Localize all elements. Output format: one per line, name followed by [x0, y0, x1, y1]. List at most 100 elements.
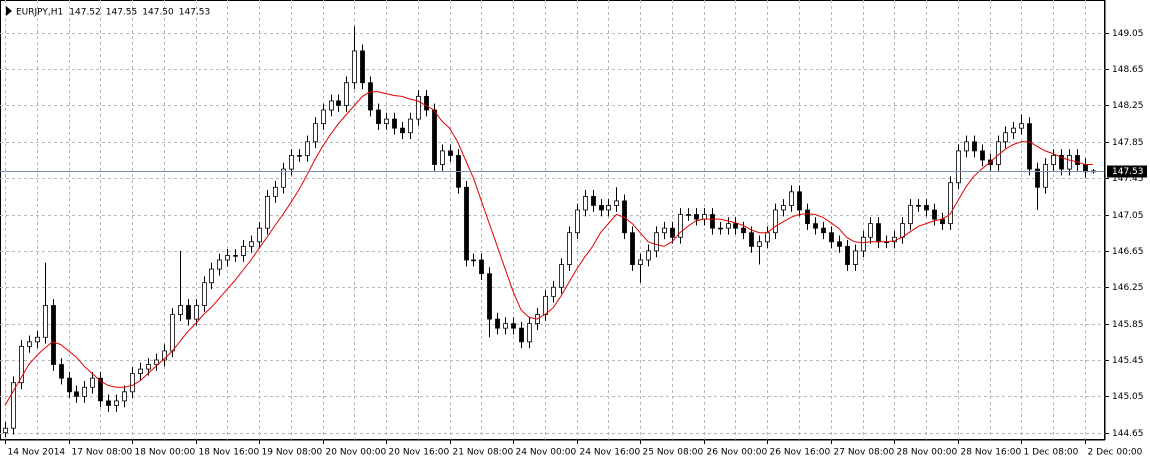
candle-body: [1059, 155, 1064, 170]
candle-body: [11, 382, 16, 429]
candle-body: [146, 364, 151, 370]
y-tick-label: 147.45: [1112, 174, 1144, 184]
candle-body: [948, 182, 953, 225]
x-tick-label: 24 Nov 00:00: [516, 448, 577, 458]
candle-body: [384, 118, 389, 125]
current-price-label: 147.53: [1112, 167, 1144, 177]
candle-body: [567, 232, 572, 265]
candle-body: [797, 191, 802, 211]
candle-body: [1011, 127, 1016, 134]
candle-body: [853, 250, 858, 265]
candle-body: [67, 377, 72, 393]
quote-low: 147.50: [142, 8, 174, 18]
candle-body: [1075, 155, 1080, 165]
candle-body: [479, 259, 484, 275]
candle-body: [225, 255, 230, 261]
candle-body: [464, 186, 469, 261]
candle-body: [305, 141, 310, 156]
quote-close: 147.53: [179, 8, 211, 18]
candle-body: [591, 195, 596, 206]
candle-body: [90, 377, 95, 388]
y-tick-label: 146.65: [1112, 247, 1144, 257]
y-tick-label: 145.05: [1112, 392, 1144, 402]
marks: [0, 26, 1105, 438]
candle-body: [829, 232, 834, 243]
x-tick-label: 24 Nov 16:00: [580, 448, 641, 458]
candle-body: [1035, 168, 1040, 188]
candle-body: [392, 118, 397, 129]
candle-body: [43, 305, 48, 338]
candle-body: [178, 305, 183, 315]
moving-average: [4, 91, 1093, 406]
candle-body: [654, 232, 659, 252]
x-tick-label: 1 Dec 08:00: [1024, 448, 1079, 458]
candle-body: [702, 214, 707, 220]
candle-body: [424, 95, 429, 111]
header-icon: [6, 6, 12, 16]
candle-body: [352, 50, 357, 84]
candle-body: [194, 305, 199, 320]
y-tick-label: 146.25: [1112, 283, 1144, 293]
x-tick-label: 19 Nov 08:00: [262, 448, 323, 458]
candle-body: [916, 205, 921, 207]
candle-body: [678, 214, 683, 238]
candle-body: [265, 195, 270, 229]
x-tick-label: 26 Nov 16:00: [770, 448, 831, 458]
candle-body: [741, 227, 746, 234]
candle-body: [19, 345, 24, 384]
candle-body: [3, 427, 8, 434]
candle-body: [821, 227, 826, 234]
y-tick-label: 149.05: [1112, 29, 1144, 39]
x-tick-label: 28 Nov 00:00: [897, 448, 958, 458]
candle-body: [543, 295, 548, 315]
candle-body: [209, 268, 214, 284]
candle-body: [1027, 123, 1032, 170]
candle-body: [964, 141, 969, 152]
candle-body: [257, 227, 262, 243]
candle-body: [1003, 132, 1008, 143]
candle-body: [233, 255, 238, 257]
candle-body: [98, 377, 103, 402]
y-tick-label: 147.85: [1112, 138, 1144, 148]
candle-body: [408, 118, 413, 134]
candle-body: [599, 205, 604, 211]
candle-body: [503, 323, 508, 329]
candle-body: [932, 209, 937, 220]
candle-body: [471, 259, 476, 262]
candle-body: [313, 123, 318, 143]
candle-body: [432, 109, 437, 165]
candle-body: [138, 368, 143, 375]
candle-body: [186, 305, 191, 320]
candle-body: [114, 400, 119, 406]
candle-body: [344, 82, 349, 106]
candle-body: [924, 205, 929, 211]
x-tick-label: 2 Dec 00:00: [1088, 448, 1143, 458]
candle-body: [868, 223, 873, 238]
candle-body: [336, 100, 341, 106]
candle-body: [154, 359, 159, 365]
y-tick-label: 145.45: [1112, 356, 1144, 366]
candle-body: [710, 214, 715, 229]
candle-body: [670, 227, 675, 238]
candle-body: [980, 150, 985, 161]
candle-body: [781, 205, 786, 211]
candle-body: [74, 391, 79, 397]
candle-body: [908, 205, 913, 225]
candle-body: [900, 223, 905, 238]
candle-body: [583, 195, 588, 211]
candle-body: [733, 223, 738, 229]
candle-body: [82, 386, 87, 397]
quote-open: 147.52: [69, 8, 101, 18]
x-tick-label: 20 Nov 00:00: [326, 448, 387, 458]
x-tick-label: 17 Nov 08:00: [72, 448, 133, 458]
candle-body: [638, 259, 643, 265]
quote-high: 147.55: [106, 8, 138, 18]
x-tick-label: 18 Nov 00:00: [135, 448, 196, 458]
candle-body: [789, 191, 794, 206]
candle-body: [726, 223, 731, 229]
candle-body: [400, 127, 405, 134]
candle-body: [575, 209, 580, 234]
candle-body: [757, 241, 762, 247]
